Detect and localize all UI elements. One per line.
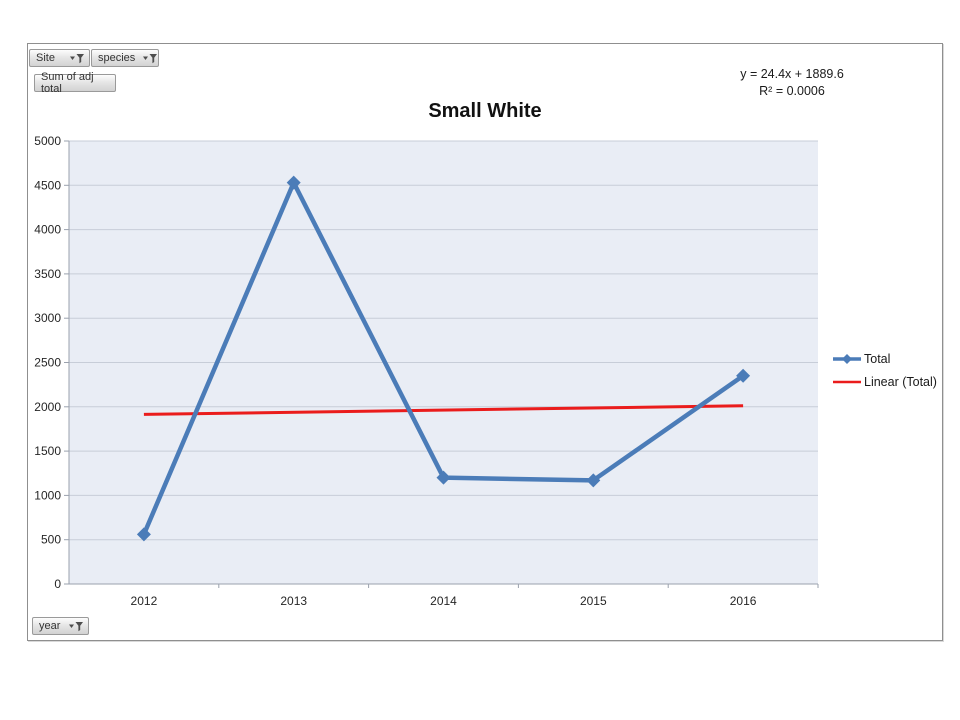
x-tick-label: 2013 (280, 594, 307, 608)
legend-label-linear-total: Linear (Total) (864, 375, 937, 389)
legend-marker-total-icon (833, 354, 861, 364)
filter-dropdown-icon[interactable] (70, 53, 85, 64)
trendline (143, 404, 744, 416)
data-point-marker (136, 527, 151, 542)
chart-legend: Total Linear (Total) (832, 352, 937, 389)
y-tick-label: 3500 (34, 267, 61, 281)
y-tick-label: 5000 (34, 134, 61, 148)
trendline-r-squared: R² = 0.0006 (759, 84, 825, 98)
pivot-field-button-site[interactable]: Site (29, 49, 90, 67)
y-tick-label: 500 (41, 533, 61, 547)
pivot-field-values-label: Sum of adj total (41, 71, 94, 95)
legend-item-linear-total: Linear (Total) (832, 375, 937, 389)
y-tick-label: 1000 (34, 488, 61, 502)
pivot-field-site-label: Site (36, 52, 55, 64)
x-tick-label: 2016 (730, 594, 757, 608)
y-tick-label: 4000 (34, 223, 61, 237)
data-point-marker (736, 368, 751, 383)
pivot-field-year-label: year (39, 620, 61, 632)
pivot-field-button-year[interactable]: year (32, 617, 89, 635)
y-tick-label: 0 (54, 577, 61, 591)
y-tick-label: 2500 (34, 356, 61, 370)
x-tick-label: 2015 (580, 594, 607, 608)
y-tick-label: 1500 (34, 444, 61, 458)
y-tick-label: 2000 (34, 400, 61, 414)
chart-plot: 0 500 1000 1500 2000 2500 3000 3500 4000 4500 5000… (34, 134, 819, 608)
legend-item-total: Total (832, 352, 937, 366)
trendline-equation: y = 24.4x + 1889.6 R² = 0.0006 (692, 66, 892, 100)
y-tick-label: 3000 (34, 311, 61, 325)
data-point-marker (436, 470, 451, 485)
x-tick-label: 2012 (131, 594, 158, 608)
legend-marker-linear-icon (833, 380, 861, 384)
data-point-marker (586, 473, 601, 488)
pivot-field-species-label: species (98, 52, 136, 64)
data-point-marker (286, 175, 301, 190)
chart-title: Small White (428, 100, 542, 122)
legend-label-total: Total (864, 352, 891, 366)
trendline-equation-line: y = 24.4x + 1889.6 (740, 67, 844, 81)
y-tick-label: 4500 (34, 178, 61, 192)
chart-area: Site species Sum of adj total year (27, 43, 943, 641)
pivot-field-button-values[interactable]: Sum of adj total (34, 71, 116, 95)
pivot-field-button-species[interactable]: species (91, 49, 159, 67)
x-tick-label: 2014 (430, 594, 457, 608)
filter-dropdown-icon[interactable] (143, 53, 158, 64)
filter-dropdown-icon[interactable] (69, 621, 84, 632)
